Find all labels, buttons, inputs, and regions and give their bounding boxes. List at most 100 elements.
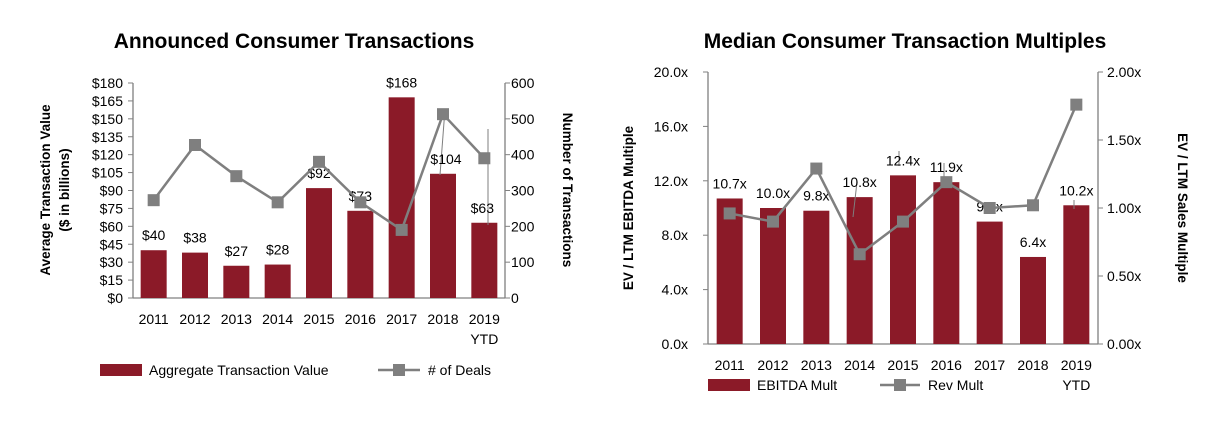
chart-title-multiples: Median Consumer Transaction Multiples xyxy=(704,30,1107,53)
mult-x-tick-label: 2011 xyxy=(715,357,745,373)
tx-y-tick-label: $135 xyxy=(92,129,123,145)
mult-x-tick-label: 2014 xyxy=(844,357,875,373)
mult-bar xyxy=(716,198,743,344)
tx-line-marker xyxy=(313,155,325,168)
tx-x-tick-sublabel: YTD xyxy=(470,331,498,347)
tx-bar-data-label: $104 xyxy=(430,151,461,167)
mult-y-tick-label: 8.0x xyxy=(662,227,688,243)
tx-legend-bar-swatch xyxy=(100,364,142,376)
mult-bar-data-label: 12.4x xyxy=(886,152,920,168)
tx-y-tick-label: $0 xyxy=(107,290,123,306)
chart-title-transactions: Announced Consumer Transactions xyxy=(114,30,475,53)
tx-bar-data-label: $38 xyxy=(183,230,207,246)
mult-line-marker xyxy=(810,162,823,175)
mult-line-marker xyxy=(1070,98,1083,111)
tx-bar xyxy=(388,97,415,298)
tx-x-tick-label: 2012 xyxy=(179,311,210,327)
tx-bar xyxy=(471,222,498,298)
mult-bar xyxy=(890,175,916,344)
mult-y-tick-label: 16.0x xyxy=(654,118,688,134)
mult-bar-data-label: 11.9x xyxy=(930,159,963,175)
mult-line-marker xyxy=(767,215,779,228)
tx-x-tick-label: 2015 xyxy=(303,311,334,327)
mult-y2-tick-label: 1.00x xyxy=(1107,200,1141,216)
mult-bar xyxy=(976,221,1003,344)
mult-x-tick-label: 2016 xyxy=(931,357,962,373)
tx-bar xyxy=(182,252,208,298)
tx-y-tick-label: $105 xyxy=(92,165,123,181)
mult-x-tick-label: 2015 xyxy=(887,357,918,373)
tx-x-tick-label: 2018 xyxy=(427,311,458,327)
tx-legend-line-label: # of Deals xyxy=(428,362,491,378)
tx-y-tick-label: $90 xyxy=(100,183,124,199)
mult-x-tick-sublabel: YTD xyxy=(1062,377,1090,393)
tx-y2-axis-label: Number of Transactions xyxy=(560,113,575,268)
mult-y2-tick-label: 2.00x xyxy=(1107,64,1141,80)
tx-line-marker xyxy=(189,138,201,151)
tx-line-marker xyxy=(437,108,449,121)
mult-legend-bar-label: EBITDA Mult xyxy=(757,377,837,393)
mult-y2-tick-label: 0.00x xyxy=(1107,336,1141,352)
tx-x-tick-label: 2014 xyxy=(262,311,293,327)
mult-y-tick-label: 12.0x xyxy=(654,173,688,189)
tx-y-tick-label: $150 xyxy=(92,111,123,127)
mult-bar xyxy=(803,210,830,344)
mult-bar-data-label: 9.8x xyxy=(803,188,829,204)
mult-bar xyxy=(846,197,873,344)
mult-y-tick-label: 0.0x xyxy=(662,336,688,352)
mult-line-marker xyxy=(983,202,996,214)
tx-bar xyxy=(347,210,374,298)
mult-line-marker xyxy=(1027,199,1039,212)
tx-legend-bar-label: Aggregate Transaction Value xyxy=(149,362,329,378)
mult-data-label-leader xyxy=(852,181,858,218)
tx-line-marker xyxy=(478,152,491,165)
tx-y2-tick-label: 500 xyxy=(511,111,535,127)
tx-x-tick-label: 2017 xyxy=(386,311,417,327)
tx-y2-tick-label: 200 xyxy=(511,218,535,234)
tx-bar xyxy=(223,265,250,298)
mult-bar-data-label: 10.8x xyxy=(843,174,877,190)
tx-y-tick-label: $180 xyxy=(92,75,123,91)
mult-y-tick-label: 4.0x xyxy=(662,282,688,298)
tx-bar xyxy=(140,250,167,298)
tx-y-tick-label: $120 xyxy=(92,147,123,163)
tx-line-marker xyxy=(271,196,284,209)
tx-y-axis-label: Average Transaction Value xyxy=(38,104,53,276)
tx-x-tick-label: 2016 xyxy=(345,311,376,327)
tx-bar xyxy=(430,173,456,298)
tx-y2-tick-label: 0 xyxy=(511,290,519,306)
mult-bar-data-label: 10.0x xyxy=(756,185,790,201)
mult-x-tick-label: 2017 xyxy=(974,357,1005,373)
tx-y-tick-label: $75 xyxy=(100,200,124,216)
mult-y2-axis-label: EV / LTM Sales Multiple xyxy=(1175,133,1190,283)
mult-bar xyxy=(933,182,960,344)
mult-bar-data-label: 10.7x xyxy=(713,175,747,191)
tx-y-tick-label: $60 xyxy=(100,218,124,234)
mult-legend-line-label: Rev Mult xyxy=(928,377,983,393)
tx-y-tick-label: $45 xyxy=(100,236,124,252)
tx-bar-data-label: $63 xyxy=(471,200,495,216)
mult-line-marker xyxy=(897,215,909,228)
mult-legend-line-marker xyxy=(894,379,906,391)
tx-legend-line-marker xyxy=(393,364,405,376)
tx-x-tick-label: 2019 xyxy=(469,311,500,327)
tx-x-tick-label: 2013 xyxy=(221,311,252,327)
tx-y-axis-label: ($ in billions) xyxy=(57,148,72,231)
tx-line-marker xyxy=(147,194,160,207)
mult-bar-data-label: 6.4x xyxy=(1020,234,1046,250)
mult-bar xyxy=(1020,256,1046,344)
tx-line-marker xyxy=(354,196,367,209)
tx-y2-tick-label: 100 xyxy=(511,254,535,270)
tx-y-tick-label: $165 xyxy=(92,93,123,109)
tx-bar xyxy=(264,264,291,298)
mult-legend-bar-swatch xyxy=(708,379,750,391)
tx-bar xyxy=(306,188,332,298)
mult-x-tick-label: 2012 xyxy=(757,357,788,373)
tx-y-tick-label: $15 xyxy=(100,272,124,288)
tx-bar-data-label: $27 xyxy=(225,243,249,259)
mult-x-tick-label: 2013 xyxy=(801,357,832,373)
tx-bar-data-label: $40 xyxy=(142,227,166,243)
tx-y-tick-label: $30 xyxy=(100,254,124,270)
mult-x-tick-label: 2018 xyxy=(1017,357,1048,373)
